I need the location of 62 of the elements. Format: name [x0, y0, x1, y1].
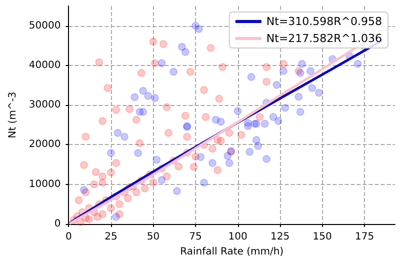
y-tick-label: 10000: [28, 178, 61, 190]
point: [196, 153, 204, 161]
point: [254, 142, 262, 150]
point: [170, 68, 178, 76]
point: [112, 212, 120, 221]
point: [139, 108, 147, 116]
point: [260, 120, 269, 128]
point: [354, 60, 362, 68]
point: [208, 159, 216, 167]
x-tick-label: 0: [66, 232, 72, 242]
point: [216, 118, 225, 126]
point: [252, 136, 260, 144]
x-tick-label: 25: [104, 232, 118, 242]
point: [173, 187, 181, 195]
point: [272, 80, 281, 89]
legend-label: Nt=217.582R^1.036: [266, 32, 382, 45]
point: [151, 94, 159, 102]
y-axis-title: Nt (m^-3: [8, 92, 18, 138]
point: [107, 149, 115, 157]
x-tick-label: 150: [312, 232, 332, 242]
x-tick-label: 100: [228, 232, 248, 242]
point: [244, 122, 252, 130]
point: [114, 128, 122, 137]
point: [274, 117, 282, 125]
legend-label: Nt=310.598R^0.958: [266, 15, 382, 28]
point: [130, 93, 139, 102]
x-tick-label: 75: [189, 232, 202, 242]
y-tick-label: 0: [54, 218, 61, 230]
point: [181, 48, 190, 56]
x-tick-label: 175: [355, 232, 374, 242]
point: [200, 178, 208, 187]
point: [306, 67, 314, 75]
x-axis-title: Rainfall Rate (mm/h): [180, 246, 284, 258]
x-tick-label: 50: [146, 232, 160, 242]
point: [247, 73, 256, 81]
point: [308, 84, 316, 92]
point: [315, 88, 323, 97]
point: [120, 132, 128, 141]
point: [262, 155, 270, 163]
y-tick-label: 40000: [28, 60, 61, 71]
point: [225, 159, 234, 167]
y-tick-label: 20000: [28, 139, 61, 150]
point: [246, 148, 254, 156]
point: [152, 156, 161, 164]
point: [298, 60, 306, 68]
point: [269, 113, 278, 121]
point: [134, 149, 142, 157]
point: [144, 92, 152, 100]
point: [139, 86, 147, 95]
point: [234, 107, 242, 115]
point: [281, 104, 290, 112]
point: [158, 176, 166, 184]
point: [296, 108, 304, 116]
point: [194, 25, 203, 33]
point: [294, 92, 303, 101]
point: [158, 59, 166, 67]
x-tick-label: 125: [270, 232, 290, 242]
y-tick-label: 30000: [28, 100, 61, 111]
point: [80, 186, 88, 194]
point: [280, 67, 288, 75]
y-tick-label: 50000: [28, 20, 61, 32]
point: [178, 42, 186, 51]
